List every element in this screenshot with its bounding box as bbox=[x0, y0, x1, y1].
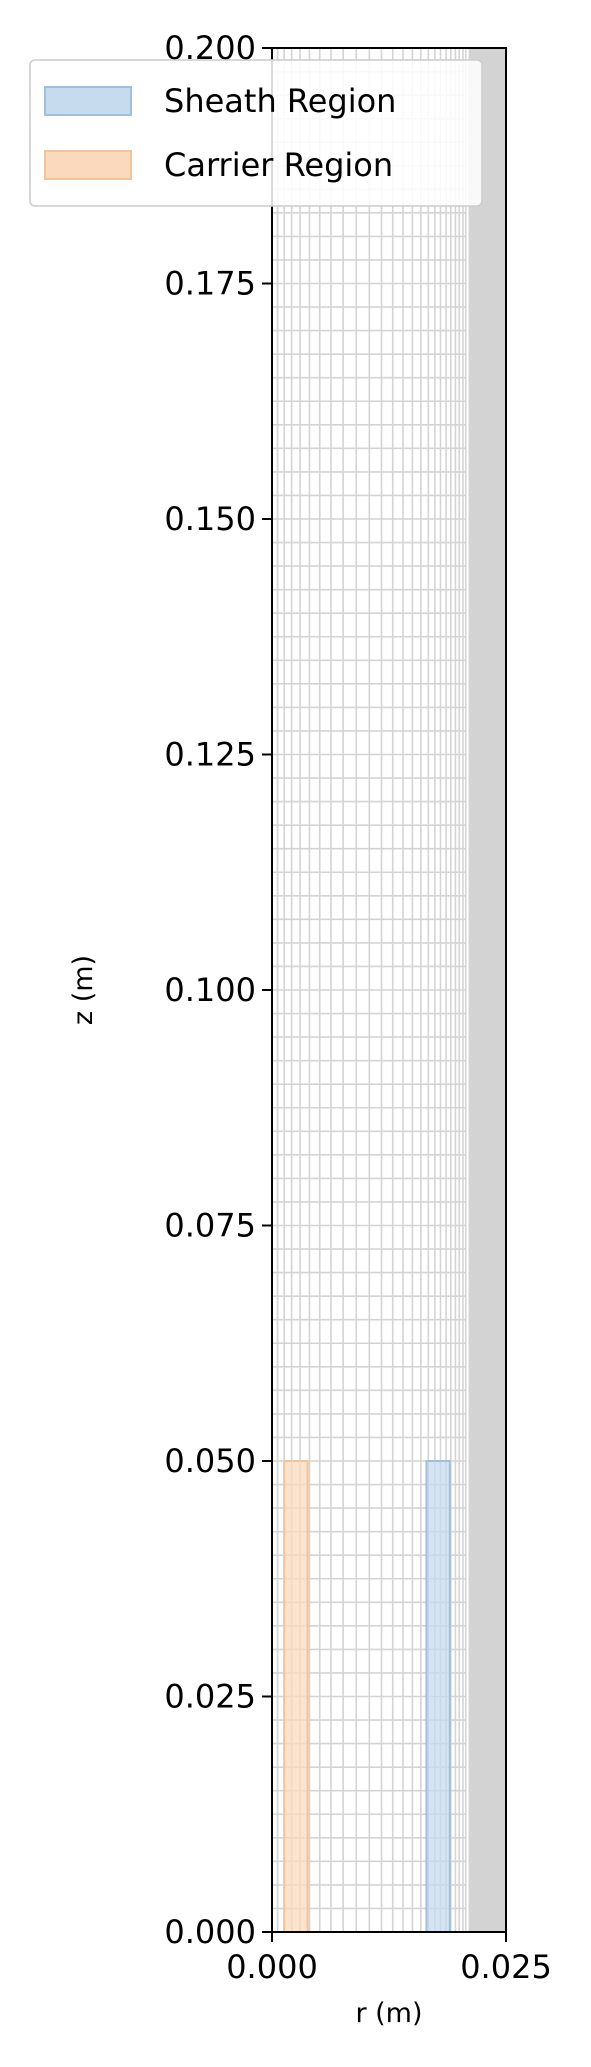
x-axis: 0.000 0.025 bbox=[226, 1932, 552, 1986]
legend-swatch-carrier bbox=[44, 150, 132, 180]
x-tick-label: 0.000 bbox=[226, 1948, 318, 1986]
y-tick-label: 0.000 bbox=[164, 1913, 256, 1951]
legend: Sheath Region Carrier Region bbox=[29, 59, 483, 207]
legend-swatch-sheath bbox=[44, 86, 132, 116]
y-tick-label: 0.025 bbox=[164, 1678, 256, 1716]
y-tick-label: 0.175 bbox=[164, 265, 256, 303]
region-carrier-region bbox=[283, 1460, 309, 1933]
y-axis-label: z (m) bbox=[68, 955, 99, 1025]
plot-area bbox=[271, 47, 506, 1933]
y-tick-label: 0.125 bbox=[164, 736, 256, 774]
y-tick-label: 0.150 bbox=[164, 500, 256, 538]
y-axis: 0.000 0.025 0.050 0.075 0.100 0.125 0.150 0.175… bbox=[164, 29, 272, 1951]
wall-region bbox=[468, 48, 506, 1932]
y-tick-label: 0.050 bbox=[164, 1442, 256, 1480]
legend-label-sheath: Sheath Region bbox=[164, 82, 396, 120]
legend-box bbox=[29, 59, 483, 207]
x-tick-label: 0.025 bbox=[460, 1948, 552, 1986]
x-axis-label: r (m) bbox=[355, 1998, 422, 2029]
region-sheath-region bbox=[425, 1460, 451, 1933]
legend-label-carrier: Carrier Region bbox=[164, 146, 393, 184]
y-tick-label: 0.075 bbox=[164, 1207, 256, 1245]
y-tick-label: 0.100 bbox=[164, 971, 256, 1009]
